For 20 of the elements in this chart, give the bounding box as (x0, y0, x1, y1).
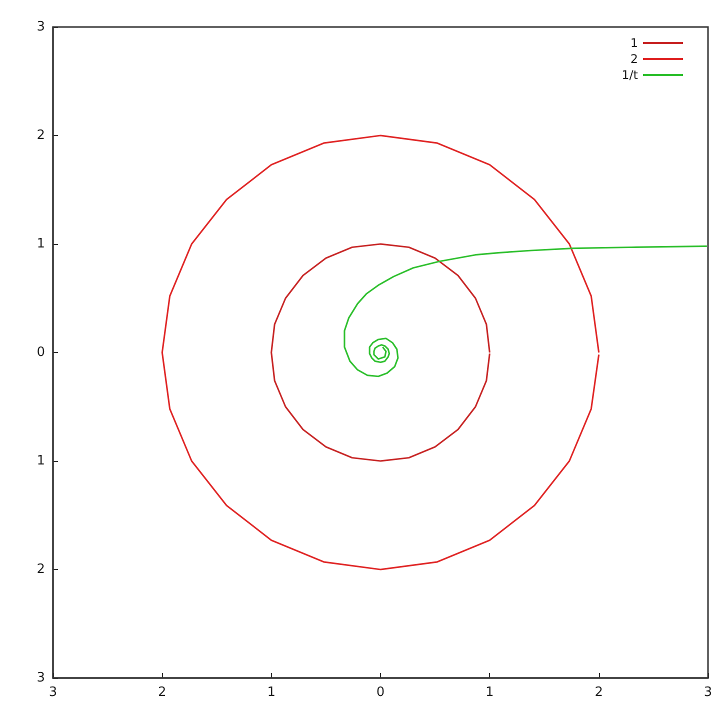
line-series (344, 245, 708, 378)
legend-label: 1 (630, 36, 638, 50)
y-tick-label: 1 (36, 454, 45, 468)
legend-label: 2 (630, 52, 638, 66)
y-tick-label: 1 (36, 236, 45, 252)
y-tick-label: 0 (36, 345, 45, 360)
x-tick-label: 2 (158, 685, 166, 700)
x-tick-label: 1 (267, 685, 276, 700)
x-tick-label: 3 (704, 685, 712, 700)
y-tick-label: 3 (36, 670, 45, 686)
x-tick-label: 1 (486, 685, 494, 700)
y-tick-label: 2 (36, 562, 45, 577)
x-tick-label: 3 (48, 685, 58, 700)
x-tick-label: 2 (594, 685, 603, 700)
y-tick-label: 3 (36, 20, 45, 34)
line-series (270, 243, 490, 462)
legend-label: 1/t (622, 68, 638, 82)
y-tick-label: 2 (36, 128, 45, 143)
line-series (161, 134, 600, 570)
x-tick-label: 0 (376, 685, 385, 700)
